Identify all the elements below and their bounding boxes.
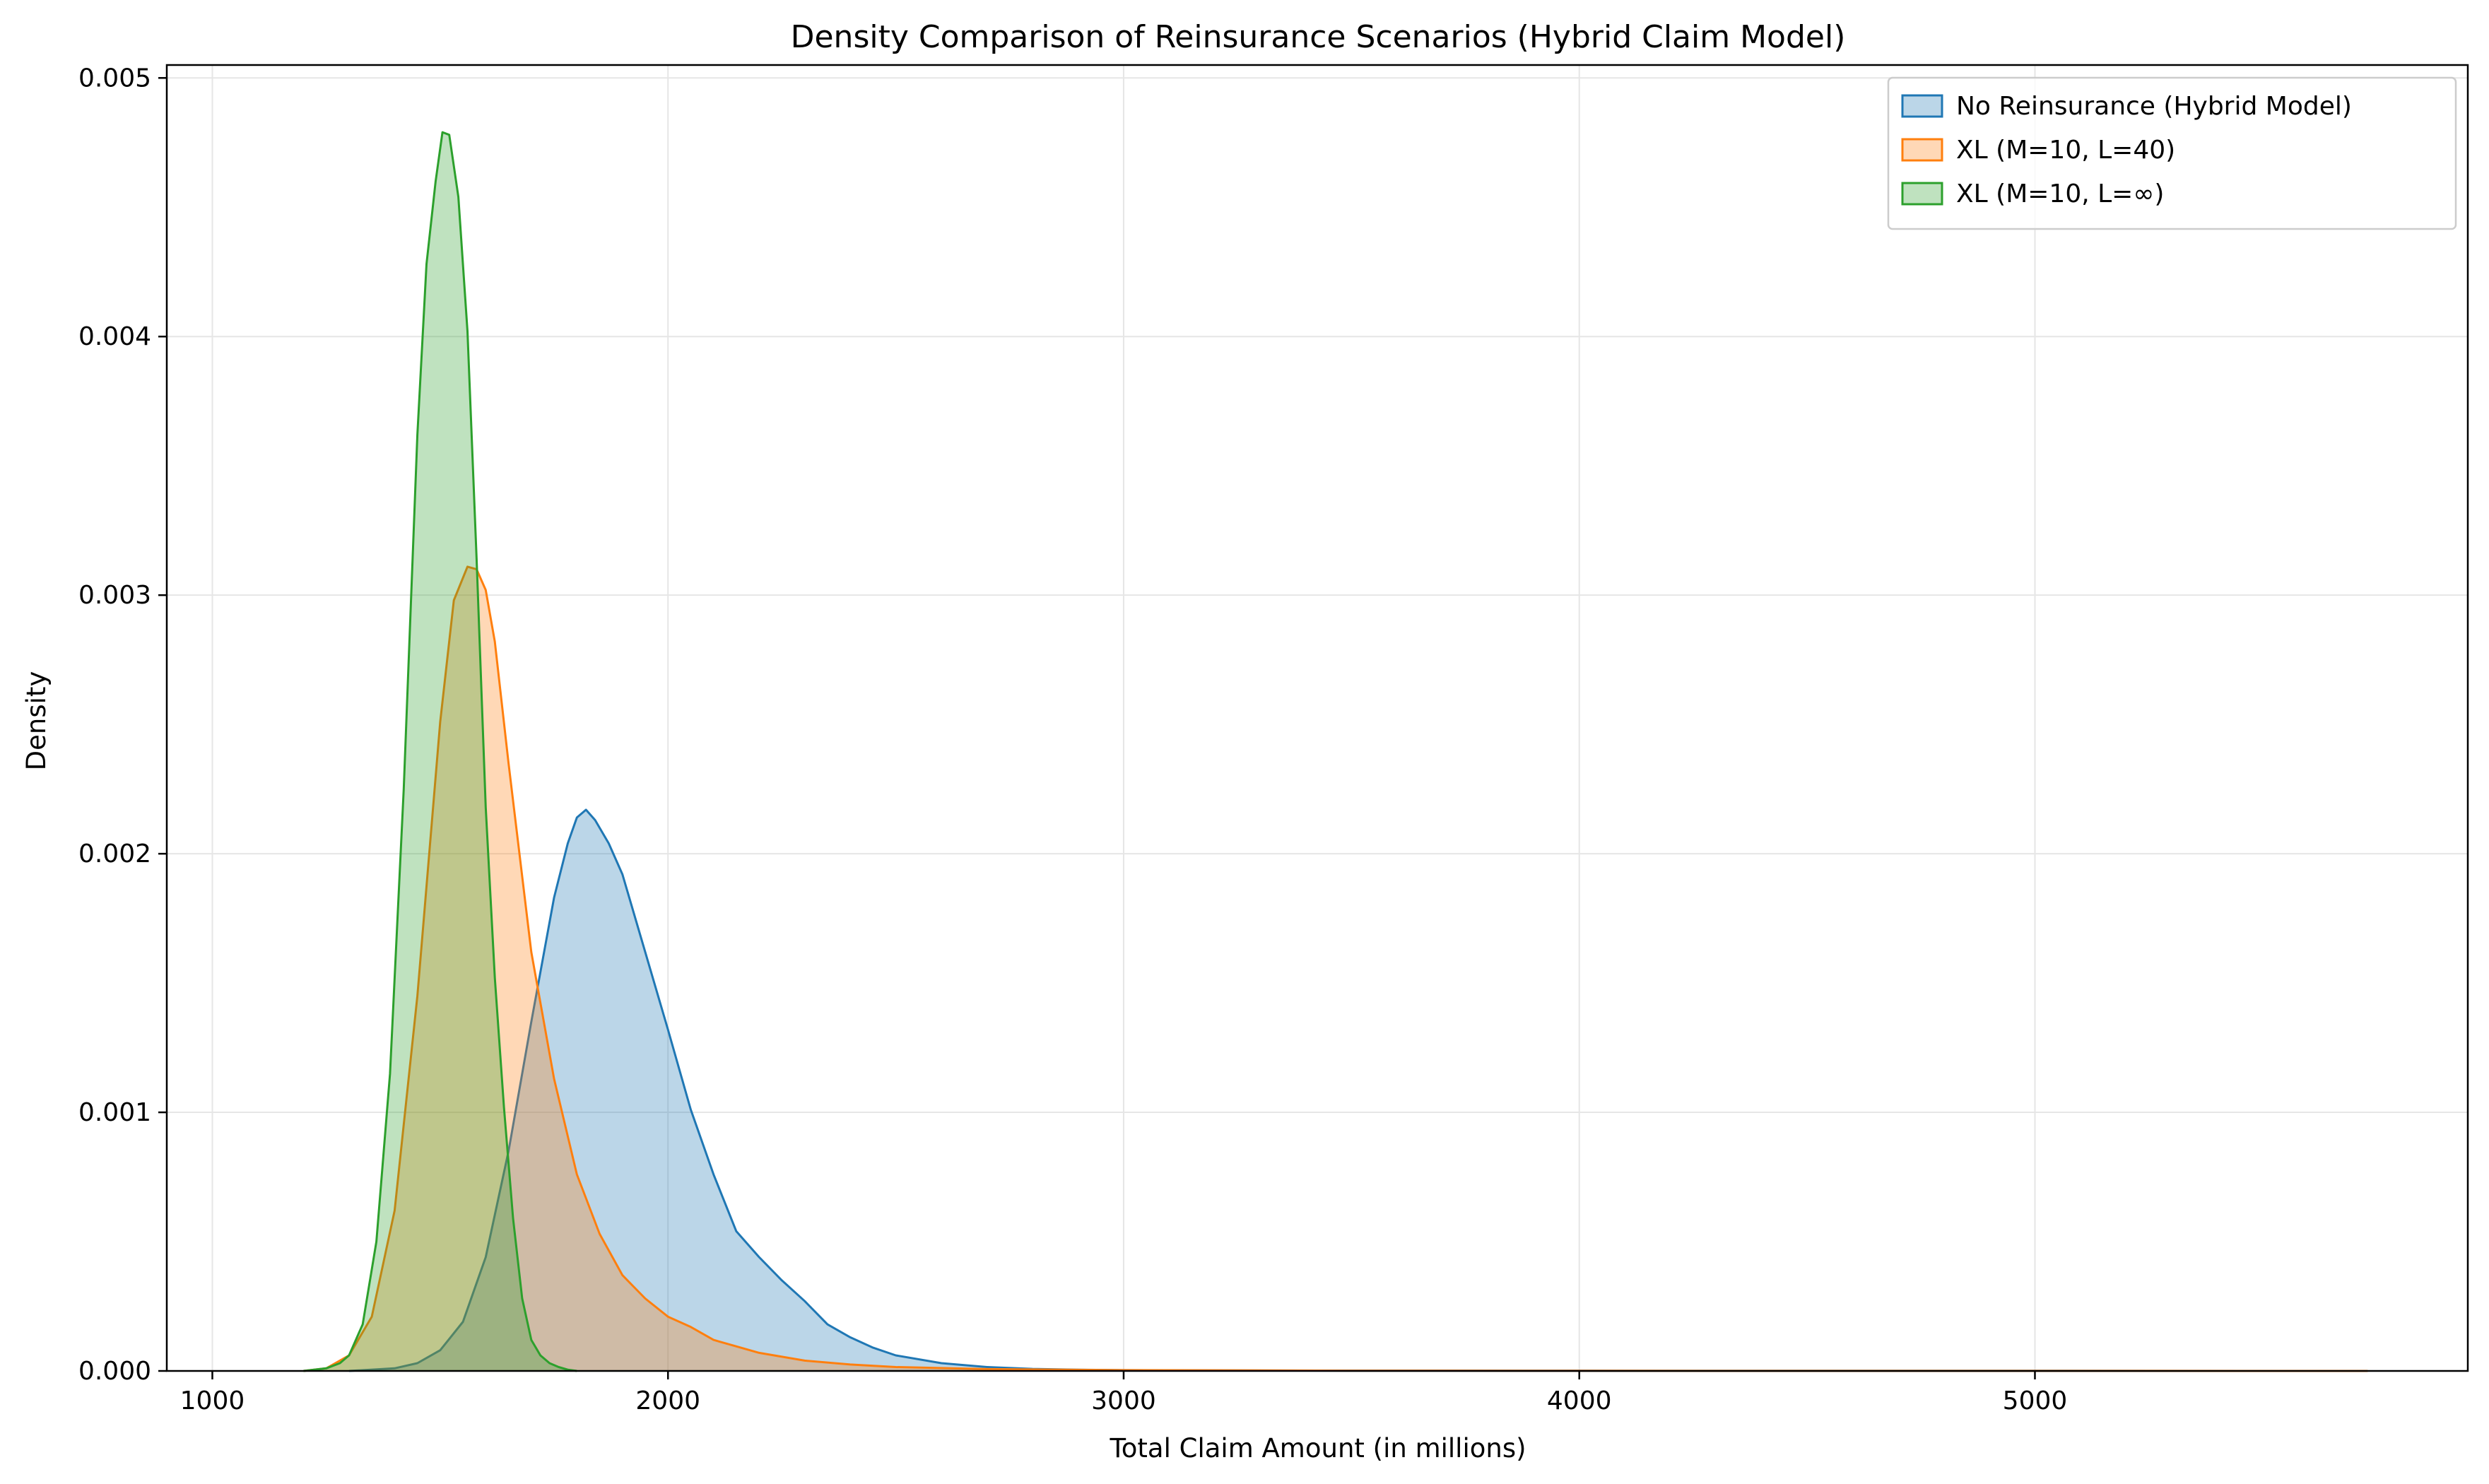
y-tick-label: 0.005 — [78, 64, 151, 93]
x-axis-label: Total Claim Amount (in millions) — [1109, 1433, 1526, 1464]
density-series-2 — [303, 565, 2368, 1372]
x-tick-label: 4000 — [1547, 1386, 1612, 1415]
legend-swatch — [1901, 182, 1943, 206]
legend: No Reinsurance (Hybrid Model) XL (M=10, L… — [1887, 76, 2457, 230]
x-tick-label: 1000 — [180, 1386, 245, 1415]
legend-label: No Reinsurance (Hybrid Model) — [1956, 92, 2352, 121]
density-line-2 — [303, 565, 2368, 1372]
axis-ticks: 1000 2000 3000 4000 5000 0.000 0.001 0.002 0.003… — [78, 64, 2067, 1415]
legend-swatch — [1901, 138, 1943, 162]
chart-title: Density Comparison of Reinsurance Scenar… — [791, 19, 1846, 55]
legend-box — [1887, 76, 2457, 230]
legend-label: XL (M=10, L=40) — [1956, 136, 2175, 165]
y-axis-label: Density — [21, 671, 52, 771]
density-curves — [303, 131, 2368, 1372]
legend-label: XL (M=10, L=∞) — [1956, 179, 2164, 208]
x-tick-label: 5000 — [2003, 1386, 2068, 1415]
legend-swatch — [1901, 94, 1943, 118]
y-tick-label: 0.001 — [78, 1098, 151, 1127]
y-tick-label: 0.004 — [78, 322, 151, 351]
y-tick-label: 0.002 — [78, 840, 151, 868]
density-series-3 — [303, 131, 577, 1372]
plot-area-frame — [165, 64, 2469, 1372]
density-area-1 — [348, 809, 2368, 1371]
x-tick-label: 3000 — [1091, 1386, 1156, 1415]
density-line-3 — [303, 131, 577, 1372]
density-area-2 — [303, 566, 2368, 1371]
y-tick-label: 0.000 — [78, 1357, 151, 1386]
density-area-3 — [303, 132, 577, 1372]
y-tick-label: 0.003 — [78, 581, 151, 610]
x-tick-label: 2000 — [635, 1386, 700, 1415]
